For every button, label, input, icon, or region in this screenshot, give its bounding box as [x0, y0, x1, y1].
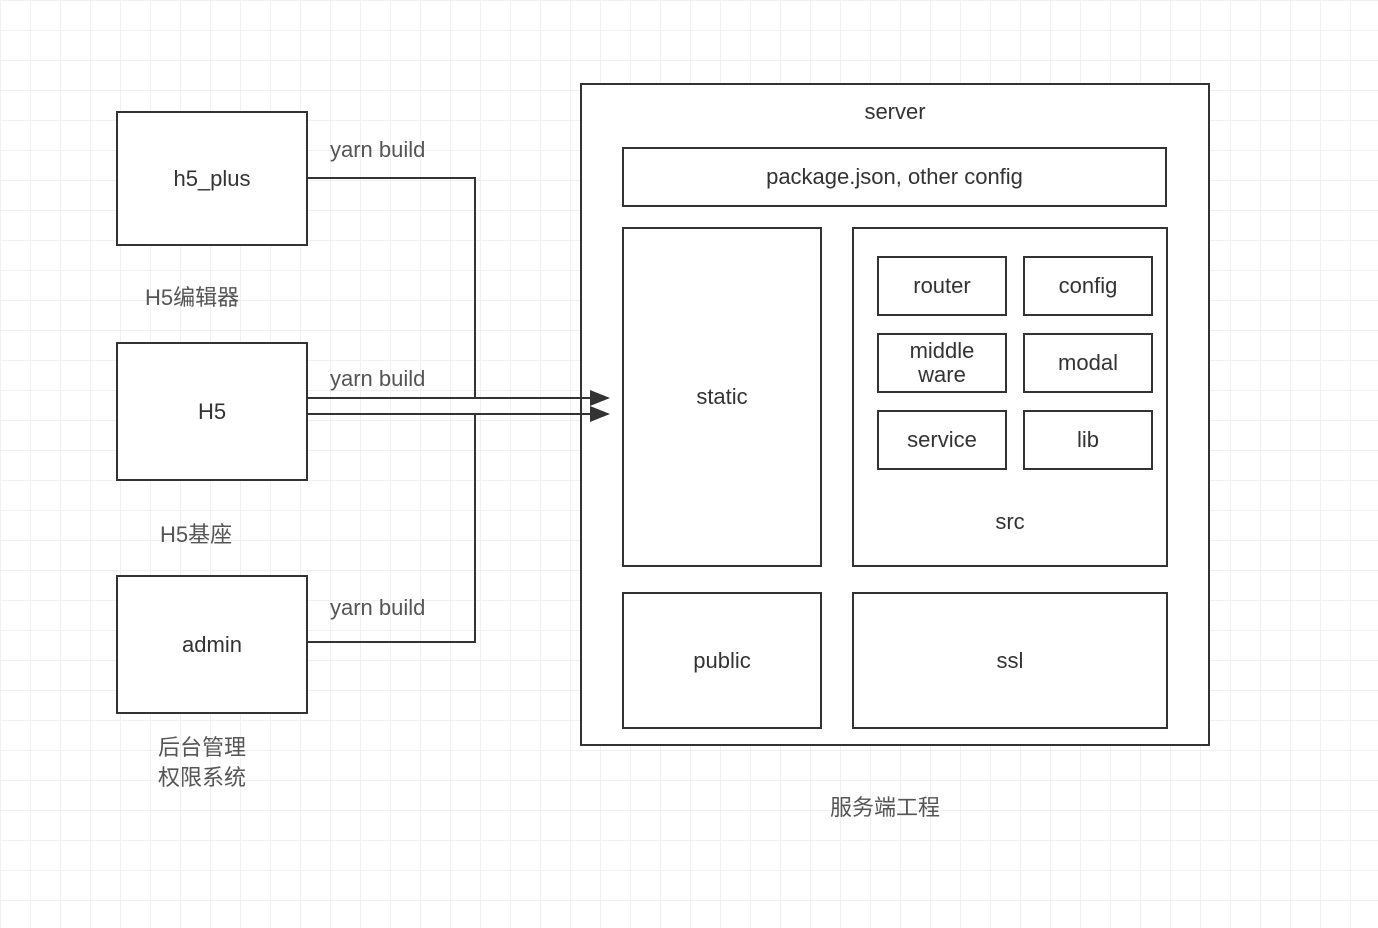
caption-text: H5基座 — [160, 522, 232, 547]
server-title: server — [864, 99, 925, 125]
src-router: router — [877, 256, 1007, 316]
src-child-label: middle ware — [910, 339, 975, 387]
edge-label-1: yarn build — [330, 137, 425, 163]
public-box: public — [622, 592, 822, 729]
connector-path — [308, 178, 475, 398]
edge-label-text: yarn build — [330, 366, 425, 391]
node-label: H5 — [198, 399, 226, 425]
src-lib: lib — [1023, 410, 1153, 470]
src-service: service — [877, 410, 1007, 470]
node-label: admin — [182, 632, 242, 658]
ssl-label: ssl — [997, 648, 1024, 674]
node-h5: H5 — [116, 342, 308, 481]
edge-label-3: yarn build — [330, 595, 425, 621]
caption-text: 后台管理 — [158, 735, 246, 760]
static-label: static — [696, 384, 747, 410]
caption-text: H5编辑器 — [145, 285, 239, 310]
src-child-label: router — [913, 273, 970, 299]
caption-admin-1: 后台管理 — [158, 730, 246, 762]
node-admin: admin — [116, 575, 308, 714]
src-label: src — [995, 509, 1024, 535]
edge-label-text: yarn build — [330, 595, 425, 620]
edge-label-text: yarn build — [330, 137, 425, 162]
config-box: package.json, other config — [622, 147, 1167, 207]
src-child-label: modal — [1058, 350, 1118, 376]
src-child-label: service — [907, 427, 977, 453]
caption-text: 权限系统 — [158, 765, 246, 790]
node-h5-plus: h5_plus — [116, 111, 308, 246]
caption-admin-2: 权限系统 — [158, 760, 246, 792]
src-config: config — [1023, 256, 1153, 316]
public-label: public — [693, 648, 750, 674]
caption-text: 服务端工程 — [830, 795, 940, 820]
edge-label-2: yarn build — [330, 366, 425, 392]
src-child-label: lib — [1077, 427, 1099, 453]
node-label: h5_plus — [173, 166, 250, 192]
config-label: package.json, other config — [766, 164, 1023, 190]
caption-h5-base: H5基座 — [160, 517, 232, 549]
server-caption: 服务端工程 — [830, 790, 940, 822]
ssl-box: ssl — [852, 592, 1168, 729]
src-modal: modal — [1023, 333, 1153, 393]
caption-h5-editor: H5编辑器 — [145, 280, 239, 312]
static-box: static — [622, 227, 822, 567]
src-middleware: middle ware — [877, 333, 1007, 393]
src-child-label: config — [1059, 273, 1118, 299]
